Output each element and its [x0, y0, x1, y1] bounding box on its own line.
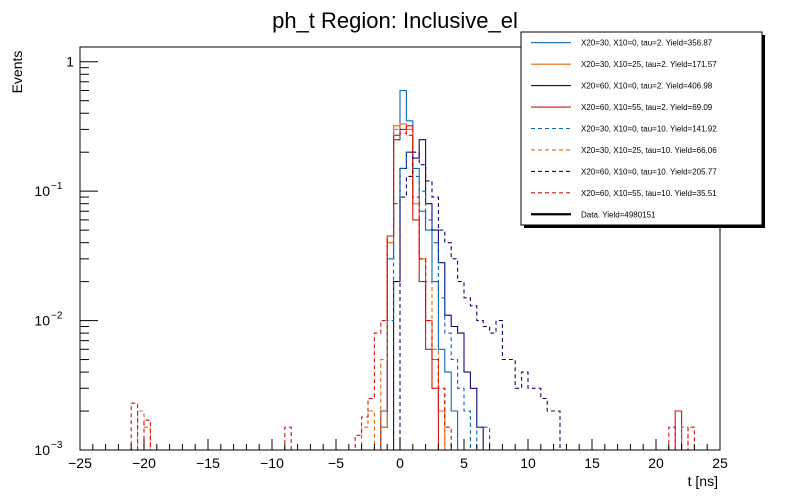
- legend-label-7: X20=60, X10=0, tau=10. Yield=205.77: [581, 167, 717, 176]
- legend-label-1: X20=30, X10=0, tau=2. Yield=356.87: [581, 39, 713, 48]
- legend-label-6: X20=30, X10=25, tau=10. Yield=66.06: [581, 146, 717, 155]
- x-tick-label: 10: [520, 455, 536, 471]
- legend-label-4: X20=60, X10=55, tau=2. Yield=69.09: [581, 103, 713, 112]
- y-tick-exponent: −3: [51, 440, 63, 451]
- x-axis-label: t [ns]: [688, 473, 718, 489]
- y-tick-exponent: −2: [51, 311, 63, 322]
- legend-label-2: X20=30, X10=25, tau=2. Yield=171.57: [581, 60, 717, 69]
- x-tick-label: 15: [584, 455, 600, 471]
- y-tick-label: 10: [34, 313, 50, 329]
- x-tick-label: 25: [712, 455, 728, 471]
- x-tick-label: 5: [460, 455, 468, 471]
- x-tick-label: 0: [396, 455, 404, 471]
- y-tick-label: 10: [34, 183, 50, 199]
- legend-label-3: X20=60, X10=0, tau=2. Yield=406.98: [581, 82, 713, 91]
- x-tick-label: −20: [132, 455, 156, 471]
- x-tick-label: −15: [196, 455, 220, 471]
- chart-title: ph_t Region: Inclusive_el: [272, 8, 518, 33]
- legend-label-8: X20=60, X10=55, tau=10. Yield=35.51: [581, 189, 717, 198]
- x-tick-label: −25: [68, 455, 92, 471]
- legend: X20=30, X10=0, tau=2. Yield=356.87 X20=30…: [520, 31, 765, 228]
- legend-label-9: Data. Yield=4980151: [581, 210, 656, 219]
- x-tick-label: −5: [328, 455, 344, 471]
- y-tick-label: 1: [66, 54, 74, 70]
- x-tick-label: −10: [260, 455, 284, 471]
- y-tick-label: 10: [34, 442, 50, 458]
- y-axis-label: Events: [9, 51, 25, 94]
- legend-label-5: X20=30, X10=0, tau=10. Yield=141.92: [581, 125, 717, 134]
- x-tick-label: 20: [648, 455, 664, 471]
- y-tick-exponent: −1: [51, 181, 63, 192]
